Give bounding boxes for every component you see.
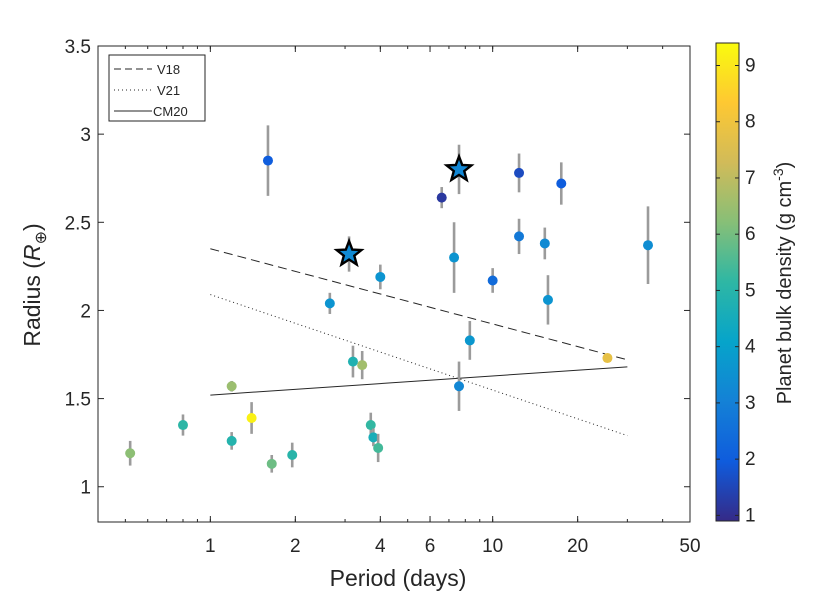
y-axis-label-subscript: ⊕ (33, 231, 50, 244)
data-point (542, 294, 553, 305)
data-point (487, 275, 498, 286)
data-point (262, 155, 273, 166)
y-tick-label: 3 (80, 125, 91, 146)
colorbar-tick-label: 2 (745, 449, 756, 470)
data-point (514, 167, 525, 178)
y-axis-label: Radius (R⊕) (19, 223, 50, 346)
data-point (539, 238, 550, 249)
data-point (125, 448, 136, 459)
y-tick-label: 1 (80, 478, 91, 499)
legend: V18 V21 CM20 (108, 54, 206, 122)
x-tick-label: 6 (425, 536, 436, 557)
data-point (556, 178, 567, 189)
colorbar-tick-label: 9 (745, 55, 756, 76)
legend-label-cm20: CM20 (153, 104, 188, 119)
series-line-cm20 (210, 366, 628, 396)
x-axis-ticks: 1 2 4 6 10 20 50 (97, 46, 701, 557)
highlight-star (333, 237, 365, 268)
colorbar-label-main: Planet bulk density (g cm (774, 181, 796, 404)
legend-label-v18: V18 (157, 62, 180, 77)
data-point (246, 412, 257, 423)
data-point (514, 231, 525, 242)
colorbar-tick-label: 8 (745, 112, 756, 133)
colorbar-ticks: 1 2 3 4 5 6 7 8 9 (716, 55, 756, 526)
x-tick-label: 1 (205, 536, 216, 557)
data-point (324, 298, 335, 309)
data-point (347, 356, 358, 367)
colorbar-tick-label: 4 (745, 337, 756, 358)
x-tick-label: 20 (567, 536, 588, 557)
y-tick-label: 3.5 (65, 37, 91, 58)
plot-area (97, 45, 691, 523)
data-point (375, 271, 386, 282)
data-point (368, 432, 379, 443)
series-line-v18 (210, 248, 628, 361)
colorbar-tick-label: 1 (745, 505, 756, 526)
colorbar-label-close: ) (774, 162, 796, 169)
data-point (266, 458, 277, 469)
data-point (464, 335, 475, 346)
legend-box (108, 54, 206, 122)
legend-label-v21: V21 (157, 83, 180, 98)
y-tick-label: 2 (80, 301, 91, 322)
y-axis-label-close: ) (19, 223, 45, 231)
data-point (177, 420, 188, 431)
y-axis-label-symbol: R (19, 244, 45, 261)
data-point (449, 252, 460, 263)
data-point (602, 353, 613, 364)
data-point (373, 442, 384, 453)
data-point (643, 240, 654, 251)
colorbar-tick-label: 7 (745, 168, 756, 189)
highlight-star (443, 153, 475, 183)
x-tick-label: 4 (375, 536, 386, 557)
data-points (125, 125, 654, 473)
data-point (454, 381, 465, 392)
x-tick-label: 10 (482, 536, 503, 557)
series-line-v21 (210, 294, 628, 437)
x-axis-label: Period (days) (330, 565, 467, 591)
data-point (287, 450, 298, 461)
y-axis-label-main: Radius ( (19, 261, 45, 347)
x-tick-label: 2 (290, 536, 301, 557)
x-tick-label: 50 (679, 536, 700, 557)
data-point (226, 435, 237, 446)
model-lines (210, 248, 628, 437)
data-point (436, 192, 447, 203)
colorbar-label-superscript: -3 (770, 168, 786, 181)
y-tick-label: 1.5 (65, 390, 91, 411)
data-point (357, 360, 368, 371)
y-axis-ticks: 1 1.5 2 2.5 3 3.5 (65, 37, 690, 499)
data-point (226, 381, 237, 392)
colorbar-tick-label: 6 (745, 224, 756, 245)
colorbar (715, 42, 740, 522)
y-tick-label: 2.5 (65, 213, 91, 234)
data-point (365, 420, 376, 431)
colorbar-tick-label: 3 (745, 393, 756, 414)
colorbar-label: Planet bulk density (g cm-3) (770, 162, 796, 405)
colorbar-tick-label: 5 (745, 280, 756, 301)
